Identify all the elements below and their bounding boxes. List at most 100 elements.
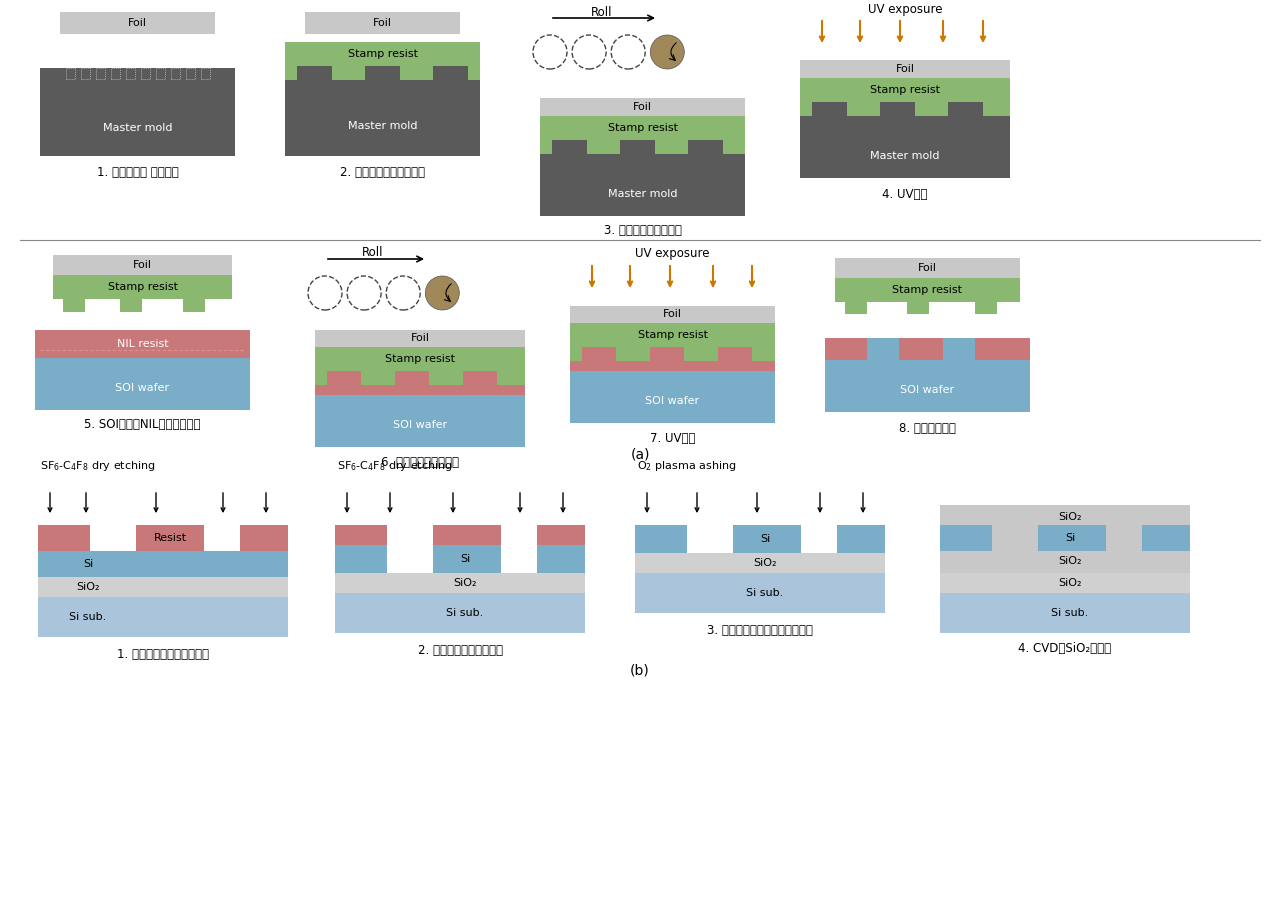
Bar [943,338,975,360]
Bar [285,66,480,80]
Text: Si: Si [760,534,771,544]
Bar [433,545,500,573]
Bar [812,102,847,116]
Bar [1142,525,1190,551]
Text: SiO₂: SiO₂ [1059,578,1082,588]
Bar [540,140,745,154]
Bar [110,68,119,79]
Text: 6. ロールオンプロセス: 6. ロールオンプロセス [381,456,460,468]
Bar [540,116,745,140]
Text: Master mold: Master mold [102,123,173,133]
Bar [120,299,142,312]
Bar [570,371,774,423]
Bar [315,330,525,347]
Bar [570,306,774,323]
Text: 2. シリコン層エッチング: 2. シリコン層エッチング [417,644,503,656]
Bar [96,68,105,79]
Text: SiO₂: SiO₂ [753,558,777,568]
Bar [81,68,90,79]
Text: UV exposure: UV exposure [635,246,709,260]
Bar [125,68,134,79]
Bar [689,140,723,154]
Text: Stamp resist: Stamp resist [637,330,708,340]
Bar [975,302,997,314]
Text: Foil: Foil [663,309,682,319]
Bar [335,525,387,545]
Bar [201,68,210,79]
Bar [52,255,232,275]
Text: Stamp resist: Stamp resist [608,123,677,133]
Text: 5. SOI基板上NILレジスト塗布: 5. SOI基板上NILレジスト塗布 [84,419,201,432]
Bar [540,98,745,116]
Text: Si sub.: Si sub. [746,588,783,598]
Text: (a): (a) [630,448,650,462]
Bar [867,338,899,360]
Bar [837,525,884,553]
Text: SOI wafer: SOI wafer [115,383,169,393]
Text: Roll: Roll [362,246,384,260]
Text: SF$_6$-C$_4$F$_8$ dry etching: SF$_6$-C$_4$F$_8$ dry etching [40,459,156,473]
Bar [835,278,1020,302]
Bar [620,140,655,154]
Bar [35,330,250,358]
Bar [800,78,1010,102]
Bar [800,60,1010,78]
Text: Foil: Foil [411,333,430,343]
Text: SiO₂: SiO₂ [1059,556,1082,566]
Bar [635,553,884,573]
Bar [538,545,585,573]
Text: Master mold: Master mold [348,121,417,131]
Bar [285,80,480,156]
Bar [570,323,774,347]
Bar [38,577,288,597]
Bar [552,140,588,154]
Bar [908,302,929,314]
Bar [52,275,232,299]
Bar [718,347,753,361]
Bar [326,371,361,385]
Text: Si: Si [83,559,93,569]
Bar [315,347,525,371]
Bar [845,302,867,314]
Bar [433,525,500,545]
Bar [170,68,179,79]
Bar [463,371,497,385]
Text: Si sub.: Si sub. [447,608,484,618]
Text: Foil: Foil [372,18,392,28]
Bar [570,361,774,371]
Bar [38,597,288,637]
Bar [365,66,399,80]
Text: Stamp resist: Stamp resist [108,282,178,292]
Bar [141,68,150,79]
Bar [305,12,460,34]
Text: SiO₂: SiO₂ [77,582,100,592]
Text: NIL resist: NIL resist [116,339,168,349]
Bar [433,66,468,80]
Text: SiO₂: SiO₂ [453,578,476,588]
Bar [38,551,288,577]
Text: Stamp resist: Stamp resist [892,285,963,295]
Bar [65,68,74,79]
Text: 2. スタンプレジスト塗布: 2. スタンプレジスト塗布 [340,166,425,180]
Text: SF$_6$-C$_4$F$_8$ dry etching: SF$_6$-C$_4$F$_8$ dry etching [337,459,453,473]
Text: SiO₂: SiO₂ [1059,512,1082,522]
Bar [540,154,745,216]
Bar [881,102,915,116]
Text: Foil: Foil [128,18,147,28]
Bar [1038,525,1106,551]
Bar [635,525,687,553]
Bar [335,573,585,593]
Bar [297,66,332,80]
Bar [800,116,1010,178]
Text: Master mold: Master mold [608,189,677,199]
Text: Foil: Foil [133,260,152,270]
Circle shape [650,35,685,69]
Text: 4. CVDにSiO₂の堆積: 4. CVDにSiO₂の堆積 [1019,642,1111,654]
Text: UV exposure: UV exposure [868,4,942,16]
Bar [582,347,616,361]
Bar [940,525,992,551]
Bar [60,12,215,34]
Text: O$_2$ plasma ashing: O$_2$ plasma ashing [637,459,736,473]
Bar [63,299,84,312]
Bar [940,573,1190,593]
